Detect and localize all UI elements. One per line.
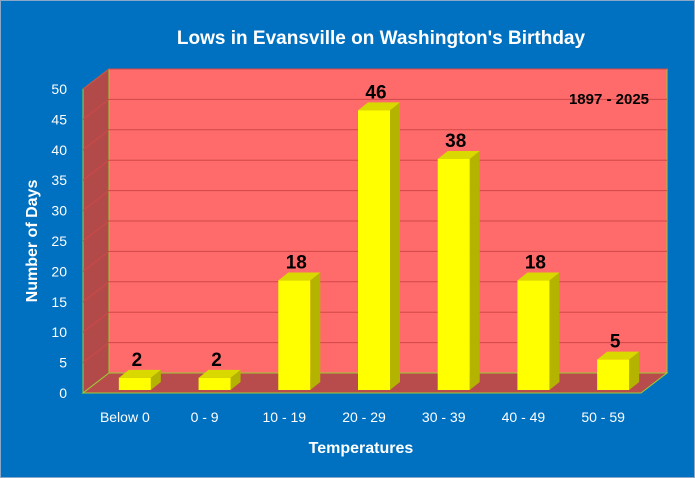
bar-1 bbox=[198, 369, 241, 390]
y-tick-label: 0 bbox=[59, 385, 67, 401]
data-label: 46 bbox=[365, 82, 386, 103]
date-range-annotation: 1897 - 2025 bbox=[569, 91, 649, 108]
gridline bbox=[82, 220, 667, 242]
bar-top-face bbox=[198, 369, 241, 378]
bar-front-face bbox=[517, 280, 550, 390]
bar-front-face bbox=[437, 158, 470, 390]
gridlines bbox=[82, 68, 667, 363]
bar-2 bbox=[278, 272, 321, 390]
bar-4 bbox=[437, 150, 480, 390]
bar-side-face bbox=[150, 369, 161, 390]
bar-top-face bbox=[437, 150, 480, 159]
bar-front-face bbox=[118, 377, 151, 390]
x-tick-label: 0 - 9 bbox=[191, 409, 219, 425]
bar-top-face bbox=[278, 272, 321, 281]
y-tick-label: 5 bbox=[59, 355, 67, 371]
bar-top-face bbox=[597, 351, 640, 360]
y-tick-label: 15 bbox=[51, 294, 67, 310]
data-label: 5 bbox=[610, 332, 621, 353]
data-label: 2 bbox=[132, 350, 143, 371]
gridline bbox=[82, 190, 667, 211]
y-tick-label: 50 bbox=[51, 81, 67, 97]
y-axis-title: Number of Days bbox=[24, 180, 41, 303]
y-tick-label: 35 bbox=[51, 172, 67, 188]
bar-side-face bbox=[629, 351, 640, 390]
data-label: 2 bbox=[211, 350, 222, 371]
x-tick-label: Below 0 bbox=[100, 409, 150, 425]
gridline bbox=[82, 311, 667, 333]
y-tick-label: 25 bbox=[51, 233, 67, 249]
bar-side-face bbox=[390, 102, 400, 390]
gridline bbox=[82, 250, 667, 272]
bar-top-face bbox=[118, 369, 161, 378]
x-tick-label: 30 - 39 bbox=[422, 409, 466, 425]
bar-front-face bbox=[198, 377, 231, 390]
y-tick-labels: 0 5 10 15 20 25 30 35 40 45 50 bbox=[51, 81, 67, 401]
bar-front-face bbox=[358, 110, 390, 390]
bars bbox=[118, 102, 640, 390]
bar-0 bbox=[118, 369, 161, 390]
bar-side-face bbox=[310, 272, 321, 390]
gridline bbox=[82, 281, 667, 303]
chart-title: Lows in Evansville on Washington's Birth… bbox=[177, 28, 586, 49]
data-labels: 2 2 18 46 38 18 5 bbox=[132, 82, 621, 371]
x-tick-label: 10 - 19 bbox=[262, 409, 306, 425]
bar-front-face bbox=[597, 359, 630, 390]
data-label: 18 bbox=[525, 253, 546, 274]
gridline bbox=[82, 342, 667, 363]
y-tick-label: 45 bbox=[51, 111, 67, 127]
bar-front-face bbox=[278, 280, 311, 390]
y-tick-label: 40 bbox=[51, 142, 67, 158]
data-label: 18 bbox=[286, 253, 307, 274]
y-tick-label: 10 bbox=[51, 324, 67, 340]
x-tick-label: 50 - 59 bbox=[581, 409, 625, 425]
gridline bbox=[82, 159, 667, 181]
data-label: 38 bbox=[445, 131, 466, 152]
bar-top-face bbox=[358, 102, 400, 111]
bar-side-face bbox=[549, 272, 560, 390]
x-axis-title: Temperatures bbox=[309, 440, 414, 457]
y-tick-label: 20 bbox=[51, 263, 67, 279]
bar-3 bbox=[358, 102, 400, 390]
bar-6 bbox=[597, 351, 640, 390]
x-tick-label: 40 - 49 bbox=[502, 409, 546, 425]
gridline bbox=[82, 68, 667, 90]
gridline bbox=[82, 129, 667, 151]
x-tick-label: 20 - 29 bbox=[342, 409, 386, 425]
bar-side-face bbox=[230, 369, 241, 390]
bar-top-face bbox=[517, 272, 560, 281]
x-tick-labels: Below 0 0 - 9 10 - 19 20 - 29 30 - 39 40 - 49… bbox=[100, 409, 625, 425]
gridline bbox=[82, 98, 667, 120]
bar-5 bbox=[517, 272, 560, 390]
bar-side-face bbox=[469, 150, 480, 390]
y-tick-label: 30 bbox=[51, 203, 67, 219]
